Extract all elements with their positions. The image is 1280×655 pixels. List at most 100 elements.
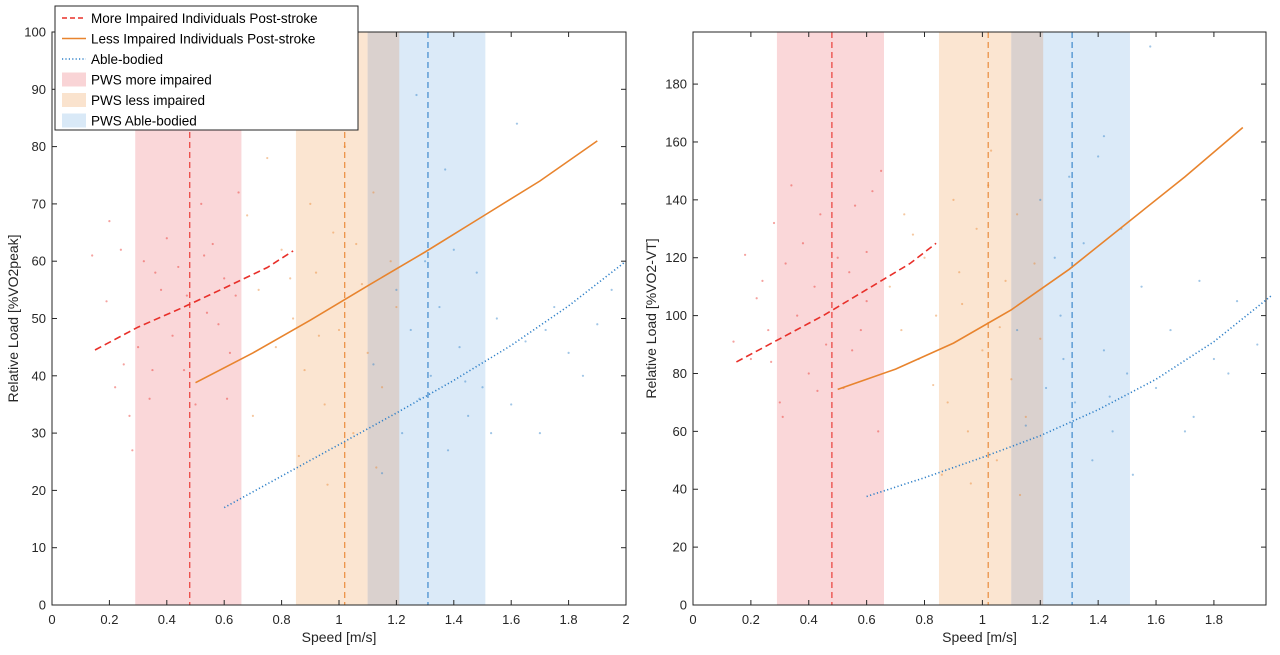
scatter-point-more-impaired (848, 271, 851, 274)
scatter-point-able-bodied (610, 288, 613, 291)
series-line-less-impaired (837, 126, 1244, 391)
scatter-point-able-bodied (1235, 300, 1239, 303)
scatter-point-able-bodied (444, 168, 447, 171)
scatter-point-more-impaired (767, 328, 770, 332)
scatter-point-less-impaired (355, 242, 358, 246)
scatter-point-able-bodied (1044, 386, 1048, 390)
scatter-point-able-bodied (490, 432, 493, 435)
y-tick-label: 0 (39, 598, 46, 613)
scatter-point-more-impaired (807, 372, 810, 375)
scatter-point-less-impaired (1004, 279, 1007, 282)
axes-box (692, 31, 1267, 606)
scatter-point-less-impaired (372, 191, 375, 194)
scatter-point-more-impaired (732, 340, 735, 343)
scatter-point-able-bodied (1212, 357, 1216, 361)
scatter-point-less-impaired (375, 466, 378, 469)
scatter-point-able-bodied (1227, 372, 1230, 375)
series-line-less-impaired (195, 140, 598, 384)
scatter-point-less-impaired (317, 334, 321, 337)
y-tick-label: 30 (32, 426, 46, 441)
scatter-point-less-impaired (966, 430, 970, 433)
scatter-point-less-impaired (989, 149, 993, 152)
scatter-point-more-impaired (781, 415, 784, 418)
scatter-point-able-bodied (544, 328, 547, 332)
x-tick-label: 2 (622, 612, 629, 627)
scatter-point-more-impaired (223, 277, 226, 280)
scatter-point-less-impaired (352, 432, 355, 435)
legend-label: Able-bodied (91, 52, 163, 67)
scatter-point-more-impaired (105, 300, 108, 303)
scatter-point-able-bodied (475, 271, 478, 274)
scatter-point-more-impaired (859, 328, 862, 332)
scatter-point-less-impaired (1039, 337, 1042, 340)
scatter-point-able-bodied (1140, 285, 1143, 288)
x-tick-label: 1.2 (1031, 612, 1049, 627)
scatter-point-less-impaired (932, 383, 935, 387)
x-tick-label: 0.8 (273, 612, 291, 627)
scatter-point-able-bodied (1256, 343, 1259, 346)
scatter-point-more-impaired (801, 242, 805, 245)
scatter-point-able-bodied (553, 305, 556, 309)
scatter-point-more-impaired (182, 368, 186, 372)
scatter-point-less-impaired (280, 248, 283, 251)
scatter-point-less-impaired (303, 368, 306, 372)
scatter-point-less-impaired (903, 213, 906, 216)
x-tick-label: 0.4 (800, 612, 818, 627)
scatter-point-less-impaired (251, 414, 254, 418)
scatter-point-able-bodied (1059, 314, 1062, 317)
y-tick-label: 80 (673, 366, 687, 381)
scatter-point-less-impaired (360, 283, 364, 286)
scatter-point-able-bodied (538, 432, 542, 435)
y-axis-label: Relative Load [%VO2peak] (5, 234, 21, 402)
y-tick-label: 60 (32, 254, 46, 269)
scatter-point-more-impaired (108, 219, 111, 223)
scatter-point-more-impaired (790, 184, 793, 187)
legend-label: PWS less impaired (91, 93, 205, 108)
x-tick-label: 0.8 (915, 612, 933, 627)
legend-label: Less Impaired Individuals Post-stroke (91, 32, 315, 47)
scatter-point-able-bodied (1102, 135, 1106, 138)
scatter-point-more-impaired (165, 237, 168, 240)
x-tick-label: 1 (335, 612, 342, 627)
scatter-point-able-bodied (481, 386, 484, 389)
x-tick-label: 0.2 (100, 612, 118, 627)
x-tick-label: 0.6 (215, 612, 233, 627)
scatter-point-able-bodied (524, 340, 527, 343)
scatter-point-more-impaired (154, 271, 157, 274)
scatter-point-less-impaired (1033, 262, 1036, 265)
scatter-point-less-impaired (975, 227, 978, 230)
scatter-point-able-bodied (380, 472, 384, 475)
x-tick-label: 1.2 (387, 612, 405, 627)
scatter-point-more-impaired (836, 256, 839, 259)
scatter-point-less-impaired (934, 314, 938, 317)
scatter-point-more-impaired (148, 397, 151, 400)
scatter-point-more-impaired (119, 248, 122, 251)
scatter-point-more-impaired (122, 363, 125, 366)
scatter-point-more-impaired (177, 265, 180, 269)
scatter-point-more-impaired (825, 343, 828, 346)
scatter-point-able-bodied (1111, 430, 1114, 433)
scatter-point-able-bodied (1149, 45, 1152, 48)
y-tick-label: 60 (673, 424, 687, 439)
scatter-point-more-impaired (211, 242, 214, 246)
y-tick-label: 40 (32, 368, 46, 383)
scatter-point-able-bodied (464, 380, 467, 383)
x-tick-label: 1.8 (1205, 612, 1223, 627)
scatter-point-able-bodied (1102, 349, 1106, 352)
scatter-point-more-impaired (813, 285, 816, 288)
y-tick-label: 100 (665, 308, 687, 323)
x-tick-label: 1 (979, 612, 986, 627)
scatter-point-able-bodied (1192, 415, 1195, 418)
scatter-point-less-impaired (291, 317, 295, 320)
scatter-point-more-impaired (142, 260, 145, 263)
scatter-point-more-impaired (865, 300, 868, 303)
pws-band-more-impaired (776, 32, 884, 605)
scatter-point-able-bodied (510, 403, 513, 406)
y-tick-label: 20 (673, 540, 687, 555)
scatter-point-able-bodied (452, 248, 455, 251)
y-tick-label: 80 (32, 139, 46, 154)
scatter-point-able-bodied (495, 317, 498, 320)
scatter-point-less-impaired (337, 328, 341, 332)
y-tick-label: 70 (32, 196, 46, 211)
